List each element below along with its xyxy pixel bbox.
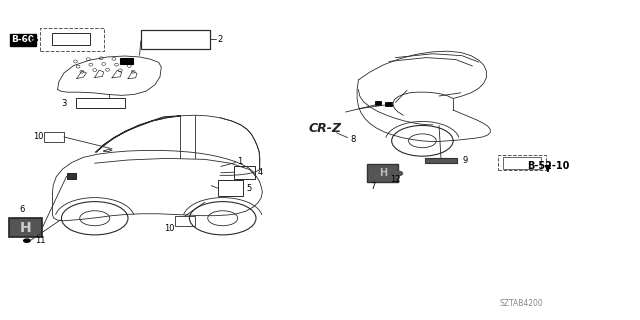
Bar bbox=[367, 164, 398, 182]
Bar bbox=[40, 28, 104, 51]
Text: 11: 11 bbox=[35, 236, 45, 245]
Bar bbox=[67, 173, 76, 179]
Bar bbox=[218, 180, 243, 196]
Bar bbox=[234, 166, 255, 179]
Bar bbox=[9, 218, 42, 237]
Text: B-60: B-60 bbox=[12, 36, 35, 44]
Text: SZTAB4200: SZTAB4200 bbox=[499, 299, 543, 308]
Bar bbox=[120, 58, 133, 64]
Text: B-52-10: B-52-10 bbox=[527, 161, 569, 171]
Bar bbox=[498, 155, 546, 170]
Text: 4: 4 bbox=[258, 168, 263, 177]
Text: 10: 10 bbox=[164, 224, 174, 233]
Bar bbox=[375, 101, 381, 105]
Text: 9: 9 bbox=[462, 156, 467, 165]
Text: H: H bbox=[20, 221, 31, 235]
Text: CR-Z: CR-Z bbox=[308, 122, 342, 134]
Bar bbox=[425, 158, 457, 163]
Text: 10: 10 bbox=[33, 132, 44, 141]
Bar bbox=[385, 102, 392, 106]
Text: 5: 5 bbox=[246, 184, 252, 193]
Text: 6: 6 bbox=[20, 205, 25, 214]
Bar bbox=[175, 216, 195, 226]
Text: 8: 8 bbox=[351, 135, 356, 144]
Text: 2: 2 bbox=[218, 35, 223, 44]
Text: 7: 7 bbox=[370, 182, 375, 191]
Bar bbox=[141, 30, 210, 49]
Circle shape bbox=[394, 171, 403, 176]
Circle shape bbox=[24, 239, 30, 242]
Text: 3: 3 bbox=[61, 99, 67, 108]
Bar bbox=[76, 98, 125, 108]
Text: 12: 12 bbox=[390, 175, 401, 184]
Text: H: H bbox=[379, 168, 387, 178]
Bar bbox=[503, 157, 541, 169]
Bar bbox=[44, 132, 64, 142]
Text: 1: 1 bbox=[237, 157, 242, 166]
Bar bbox=[52, 33, 90, 45]
